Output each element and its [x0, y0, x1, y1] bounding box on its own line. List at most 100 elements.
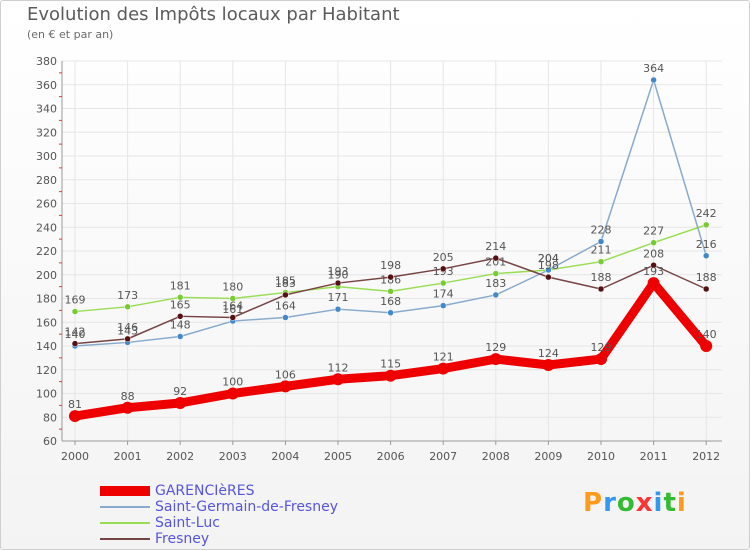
data-label-saint-germain-de-fresney: 204	[538, 252, 559, 265]
chart-title: Evolution des Impôts locaux par Habitant	[27, 4, 400, 25]
x-tick-label: 2007	[429, 450, 457, 463]
data-point-garenci-res	[121, 401, 134, 414]
legend-label-fresney: Fresney	[155, 531, 210, 547]
data-label-saint-germain-de-fresney: 228	[591, 224, 612, 237]
data-label-garenci-res: 129	[485, 341, 506, 354]
data-point-saint-luc	[650, 239, 657, 246]
data-point-saint-germain-de-fresney	[334, 305, 342, 313]
data-point-saint-germain-de-fresney	[176, 333, 184, 340]
data-label-fresney: 188	[591, 271, 612, 284]
y-tick-label: 300	[36, 150, 57, 163]
data-label-fresney: 165	[170, 298, 191, 311]
data-label-saint-germain-de-fresney: 143	[117, 324, 138, 337]
data-point-garenci-res	[279, 380, 292, 393]
x-tick-label: 2002	[166, 450, 194, 463]
data-point-saint-germain-de-fresney	[650, 76, 657, 84]
data-label-garenci-res: 121	[433, 351, 454, 364]
data-label-garenci-res: 88	[121, 390, 135, 403]
data-label-saint-germain-de-fresney: 171	[328, 291, 349, 304]
data-point-garenci-res	[542, 359, 555, 371]
y-tick-label: 60	[43, 435, 57, 448]
y-tick-label: 220	[36, 245, 57, 258]
data-point-fresney	[650, 262, 657, 269]
data-point-saint-luc	[124, 303, 131, 311]
x-tick-label: 2011	[640, 450, 668, 463]
data-point-fresney	[492, 254, 500, 262]
data-point-saint-germain-de-fresney	[387, 309, 394, 316]
data-label-garenci-res: 92	[173, 385, 187, 398]
data-point-saint-luc	[387, 288, 394, 295]
data-point-garenci-res	[437, 362, 450, 375]
data-label-fresney: 205	[433, 251, 454, 264]
data-point-saint-luc	[439, 279, 447, 287]
data-label-fresney: 208	[643, 247, 664, 260]
y-tick-label: 180	[36, 293, 57, 306]
data-label-fresney: 183	[275, 277, 296, 290]
x-tick-label: 2010	[587, 450, 615, 463]
y-tick-label: 240	[36, 221, 57, 234]
y-tick-label: 280	[36, 174, 57, 187]
data-label-garenci-res: 129	[591, 341, 612, 354]
data-label-garenci-res: 81	[68, 398, 82, 411]
legend-label-saint-luc: Saint-Luc	[155, 515, 220, 531]
x-tick-label: 2000	[61, 450, 89, 463]
data-label-garenci-res: 193	[643, 265, 664, 278]
chart-subtitle: (en € et par an)	[27, 28, 114, 41]
data-point-saint-germain-de-fresney	[492, 291, 500, 299]
y-tick-label: 380	[36, 55, 57, 68]
data-label-saint-germain-de-fresney: 216	[696, 238, 717, 251]
legend-swatch-garencieres	[100, 486, 150, 496]
data-point-fresney	[439, 265, 447, 273]
data-label-saint-luc: 173	[117, 289, 138, 302]
data-point-saint-germain-de-fresney	[545, 266, 552, 274]
x-tick-label: 2006	[377, 450, 405, 463]
data-label-saint-luc: 227	[643, 225, 664, 238]
data-point-saint-luc	[176, 294, 184, 301]
legend-swatch-saint-germain	[100, 506, 150, 508]
data-label-saint-germain-de-fresney: 168	[380, 295, 401, 308]
data-label-garenci-res: 140	[696, 328, 717, 341]
logo-letter: P	[583, 488, 604, 518]
y-tick-label: 340	[36, 103, 57, 116]
data-point-fresney	[597, 285, 605, 293]
data-point-garenci-res	[384, 369, 397, 382]
data-label-saint-luc: 185	[275, 275, 296, 288]
legend-swatch-saint-luc	[100, 522, 150, 524]
data-point-fresney	[124, 335, 131, 343]
data-point-saint-luc	[597, 258, 605, 265]
x-tick-label: 2009	[534, 450, 562, 463]
data-label-fresney: 198	[380, 259, 401, 272]
data-label-saint-germain-de-fresney: 140	[65, 328, 86, 341]
data-label-saint-luc: 190	[328, 269, 349, 282]
data-label-saint-germain-de-fresney: 183	[485, 277, 506, 290]
data-point-garenci-res	[226, 387, 239, 400]
x-tick-label: 2008	[482, 450, 510, 463]
data-point-fresney	[282, 291, 289, 299]
logo-letter: x	[635, 488, 654, 518]
data-point-saint-luc	[702, 221, 710, 229]
logo-letter: t	[663, 488, 677, 518]
data-point-fresney	[334, 279, 342, 287]
data-label-saint-germain-de-fresney: 148	[170, 319, 191, 332]
legend-label-garencieres: GARENCIèRES	[155, 483, 255, 499]
y-tick-label: 140	[36, 340, 57, 353]
data-label-fresney: 188	[696, 271, 717, 284]
data-label-garenci-res: 112	[328, 361, 349, 374]
data-label-saint-luc: 242	[696, 207, 717, 220]
data-label-saint-luc: 169	[65, 294, 86, 307]
data-point-saint-germain-de-fresney	[282, 314, 289, 321]
data-point-fresney	[702, 285, 710, 293]
data-label-fresney: 193	[328, 265, 349, 278]
data-label-fresney: 198	[538, 259, 559, 272]
data-point-saint-luc	[492, 270, 500, 277]
y-tick-label: 160	[36, 316, 57, 329]
data-point-saint-germain-de-fresney	[597, 238, 605, 245]
data-label-saint-germain-de-fresney: 364	[643, 62, 664, 75]
data-label-saint-luc: 181	[170, 279, 191, 292]
data-point-saint-luc	[229, 295, 237, 302]
y-tick-label: 120	[36, 364, 57, 377]
data-label-garenci-res: 106	[275, 368, 296, 381]
x-tick-label: 2005	[324, 450, 352, 463]
data-label-saint-germain-de-fresney: 161	[222, 303, 243, 316]
data-point-fresney	[229, 314, 237, 321]
